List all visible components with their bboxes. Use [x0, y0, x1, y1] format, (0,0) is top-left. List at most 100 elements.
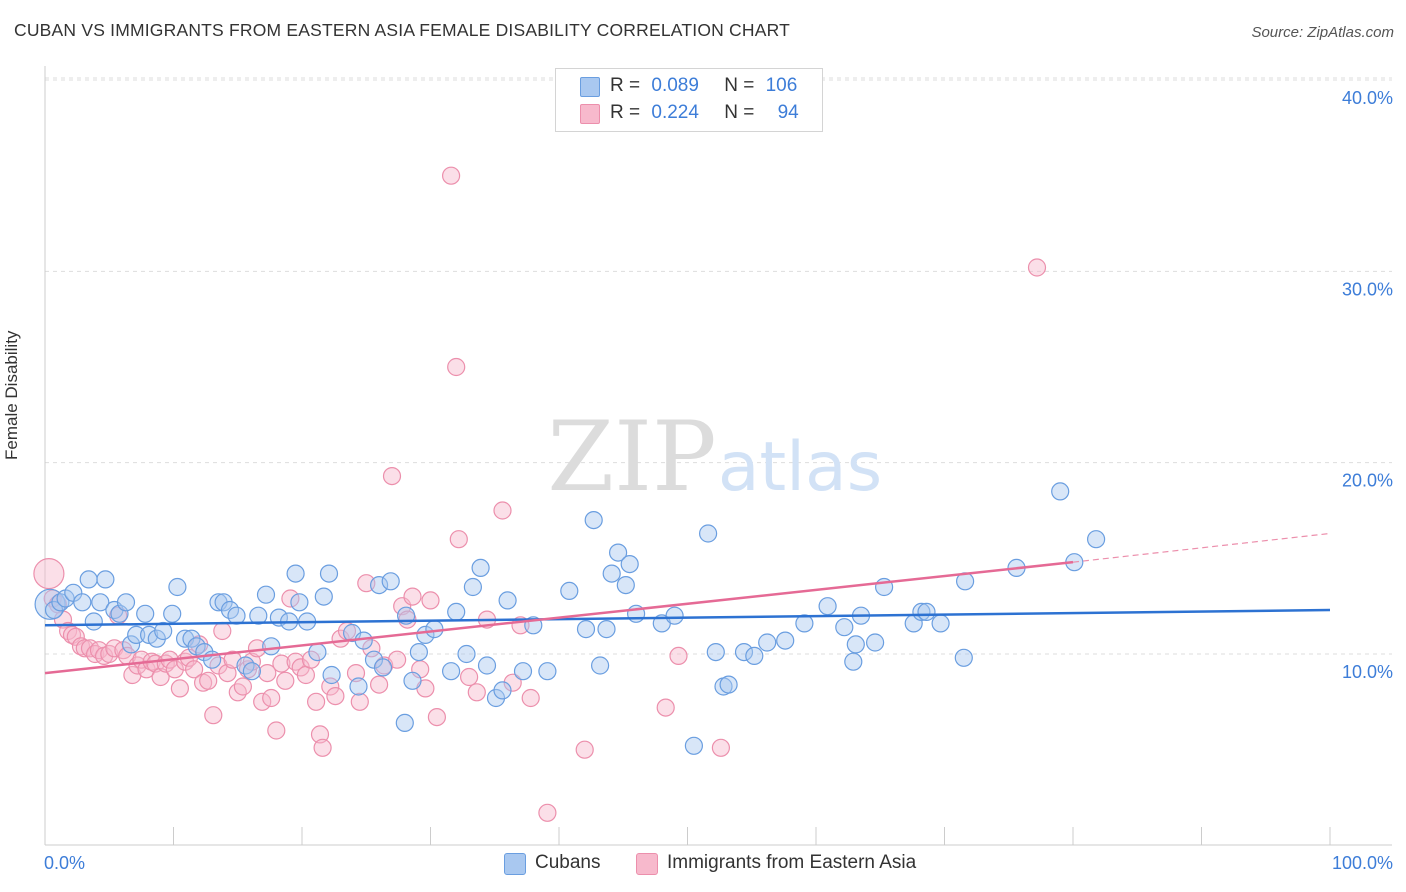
cubans-point — [477, 656, 497, 675]
cubans-point — [1086, 530, 1106, 549]
cubans-point — [608, 543, 628, 562]
immigrants-trend-extension — [1072, 532, 1331, 563]
immigrants-point — [307, 692, 326, 711]
immigrants-trend-line — [44, 560, 1074, 675]
cubans-point — [403, 671, 422, 690]
immigrants-point — [403, 587, 422, 606]
cubans-point — [256, 585, 276, 604]
grid-lines — [45, 77, 1392, 655]
cubans-point — [127, 625, 146, 645]
cubans-point — [758, 633, 777, 652]
y-tick-label: 10.0% — [1342, 662, 1393, 682]
watermark: ZIP atlas — [547, 401, 882, 513]
cubans-point — [590, 656, 610, 675]
immigrants-point — [213, 621, 232, 641]
cubans-point — [602, 564, 621, 583]
bottom-legend-label-cubans: Cubans — [535, 852, 601, 873]
legend-r-label: R = — [610, 75, 641, 96]
immigrants-point — [711, 738, 731, 757]
cubans-point — [409, 642, 428, 662]
immigrants-point — [521, 688, 540, 708]
immigrants-point — [258, 663, 277, 683]
immigrants-point — [313, 738, 332, 757]
cubans-point — [471, 558, 490, 578]
cubans-point — [706, 642, 725, 662]
cubans-point — [463, 577, 482, 597]
cubans-point — [136, 604, 155, 623]
immigrants-point — [310, 725, 330, 744]
immigrants-point — [262, 688, 281, 708]
immigrants-point — [442, 166, 461, 185]
cubans-point — [91, 593, 110, 612]
watermark-zip: ZIP — [547, 401, 716, 513]
y-tick-label: 40.0% — [1342, 88, 1393, 108]
bottom-legend-swatch-immigrants — [636, 853, 658, 875]
immigrants-point — [388, 650, 407, 669]
immigrants-point — [276, 671, 295, 690]
cubans-point — [931, 614, 950, 633]
cubans-point — [308, 642, 327, 662]
legend-n-label: N = — [724, 102, 755, 123]
cubans-point — [373, 658, 393, 677]
immigrants-point — [185, 660, 204, 679]
series-immigrants-points — [33, 166, 1047, 822]
cubans-point — [620, 554, 639, 574]
cubans-point — [665, 606, 684, 625]
cubans-point — [846, 635, 865, 654]
immigrants-point — [218, 663, 237, 683]
cubans-point — [616, 575, 635, 595]
immigrants-point — [370, 675, 389, 694]
immigrants-point — [669, 646, 688, 666]
cubans-point — [584, 510, 603, 530]
immigrants-point — [199, 671, 218, 690]
tick-labels: 10.0% 20.0% 30.0% 40.0% 0.0% 100.0% — [44, 88, 1393, 873]
cubans-point — [286, 564, 305, 583]
immigrants-point — [286, 652, 305, 671]
cubans-point — [96, 570, 115, 589]
immigrants-point — [538, 803, 557, 822]
cubans-point — [835, 618, 854, 637]
cubans-point — [1051, 482, 1070, 501]
series-cubans-points — [34, 482, 1106, 755]
cubans-point — [349, 677, 368, 696]
cubans-point — [319, 564, 339, 583]
cubans-point — [395, 713, 414, 733]
cubans-point — [493, 681, 512, 700]
cubans-point — [163, 604, 182, 623]
cubans-point — [381, 572, 400, 591]
cubans-point — [597, 619, 616, 639]
cubans-point — [513, 662, 533, 681]
cubans-point — [818, 597, 837, 616]
legend-r-value: 0.224 — [651, 102, 699, 123]
immigrants-point — [146, 654, 165, 673]
cubans-point — [84, 612, 103, 631]
trend-lines — [44, 532, 1331, 675]
source-label: Source: ZipAtlas.com — [1251, 24, 1394, 41]
cubans-point — [242, 662, 261, 681]
cubans-point — [79, 570, 98, 589]
cubans-point — [538, 662, 557, 681]
immigrants-point — [75, 639, 94, 658]
immigrants-point — [656, 698, 675, 717]
immigrants-point — [301, 650, 321, 669]
cubans-point — [116, 593, 136, 612]
cubans-point — [576, 619, 596, 639]
cubans-point — [262, 637, 281, 656]
x-tick-label: 0.0% — [44, 853, 85, 873]
cubans-point — [776, 631, 795, 650]
y-tick-label: 30.0% — [1342, 279, 1393, 299]
cubans-point — [795, 614, 814, 633]
axes — [44, 66, 1392, 846]
cubans-point — [745, 646, 764, 666]
immigrants-point — [321, 677, 340, 696]
stats-legend: R = 0.089 N = 106 R = 0.224 N = 94 — [555, 68, 823, 132]
immigrants-point — [1027, 258, 1047, 277]
cubans-point — [322, 665, 341, 685]
legend-swatch-immigrants — [580, 104, 600, 124]
cubans-point — [486, 688, 506, 708]
immigrants-point — [80, 639, 100, 658]
immigrants-point — [281, 589, 300, 608]
cubans-point — [734, 642, 754, 662]
immigrants-point — [33, 557, 65, 590]
